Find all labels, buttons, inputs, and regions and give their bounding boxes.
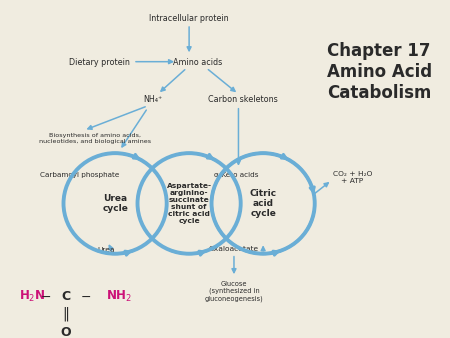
Text: H$_2$N: H$_2$N [19,289,45,304]
Text: $-$: $-$ [81,290,91,303]
Text: C: C [61,290,70,303]
Text: Chapter 17
Amino Acid
Catabolism: Chapter 17 Amino Acid Catabolism [327,42,432,102]
Text: NH$_2$: NH$_2$ [106,289,132,304]
Text: Urea: Urea [97,247,115,254]
Text: Carbon skeletons: Carbon skeletons [208,95,278,104]
Text: $\|$: $\|$ [62,305,69,323]
Text: Glucose
(synthesized in
gluconeogenesis): Glucose (synthesized in gluconeogenesis) [205,281,263,301]
Text: NH₄⁺: NH₄⁺ [144,95,163,104]
Text: Oxaloacetate: Oxaloacetate [209,246,259,252]
Text: $-$: $-$ [40,290,51,303]
Text: Aspartate-
arginino-
succinate
shunt of
citric acid
cycle: Aspartate- arginino- succinate shunt of … [166,183,212,224]
Text: α-Keto acids: α-Keto acids [214,172,258,178]
Text: Urea
cycle: Urea cycle [102,194,128,213]
Text: Dietary protein: Dietary protein [69,58,130,67]
Text: Carbamoyl phosphate: Carbamoyl phosphate [40,172,119,178]
Text: Biosynthesis of amino acids,
nucleotides, and biological amines: Biosynthesis of amino acids, nucleotides… [39,133,151,144]
Text: Intracellular protein: Intracellular protein [149,14,229,23]
Text: O: O [60,326,71,338]
Text: Citric
acid
cycle: Citric acid cycle [250,189,277,218]
Text: Amino acids: Amino acids [173,58,223,67]
Text: CO₂ + H₂O
+ ATP: CO₂ + H₂O + ATP [333,171,372,184]
